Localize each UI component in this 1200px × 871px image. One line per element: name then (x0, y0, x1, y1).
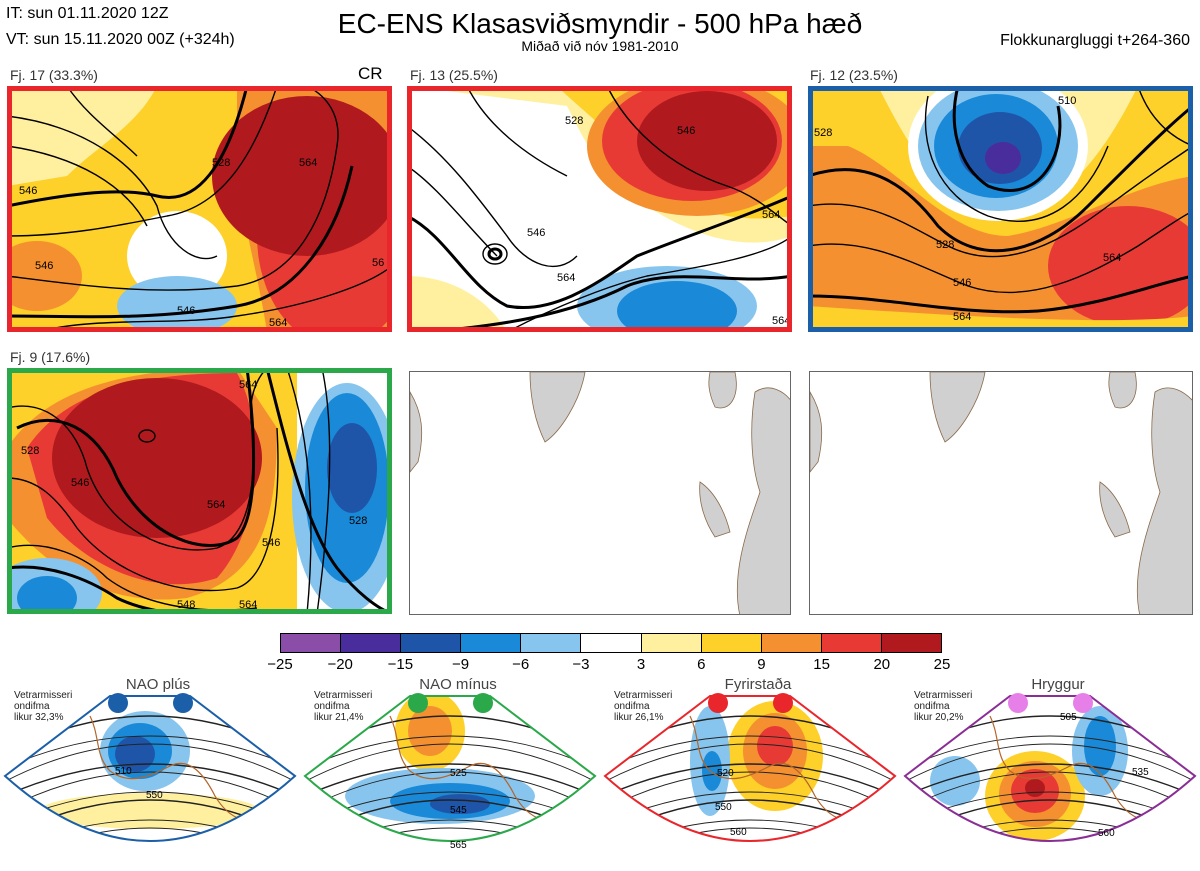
regime-marker (473, 693, 493, 713)
regime-panel: 505 535 560 Hryggur Vetrarmisseri ondifma li… (900, 676, 1200, 871)
cluster-tag-cr: CR (358, 64, 383, 83)
regime-contour-label: 510 (115, 766, 132, 777)
cluster-map-3: 510 528 528 546 564 564 (808, 86, 1193, 332)
page-subtitle: Miðað við nóv 1981-2010 (521, 38, 679, 54)
contour-label: 564 (239, 379, 257, 391)
regime-contour-label: 535 (1132, 767, 1149, 778)
contour-label: 564 (239, 599, 257, 611)
contour-label: 528 (349, 515, 367, 527)
contour-label: 528 (565, 115, 583, 127)
contour-label: 564 (299, 157, 317, 169)
regime-title: Hryggur (1031, 676, 1085, 693)
cluster-map-4: 528 546 564 546 528 564 548 564 (7, 368, 392, 614)
cluster-label-1: Fj. 17 (33.3%) (10, 67, 98, 83)
colorbar-tick-label: 25 (933, 656, 951, 673)
regime-contour-label: 520 (717, 768, 734, 779)
contour-label: 564 (269, 317, 287, 329)
regime-panel: 510 550 NAO plús Vetrarmisseri ondifma liku… (0, 676, 300, 871)
regime-contour-label: 545 (450, 805, 467, 816)
colorbar-tick-label: −3 (572, 656, 590, 673)
regime-title: NAO plús (125, 676, 191, 693)
regime-panel: 525 545 565 NAO mínus Vetrarmisseri ondifma … (300, 676, 600, 871)
cluster-label-2: Fj. 13 (25.5%) (410, 67, 498, 83)
colorbar-swatch (821, 634, 882, 652)
contour-label: 546 (177, 305, 195, 317)
regime-marker (408, 693, 428, 713)
regime-title: NAO mínus (419, 676, 497, 693)
regime-note: Vetrarmisseri ondifma likur 20,2% (914, 690, 973, 723)
contour-label: 564 (953, 311, 971, 323)
contour-label: 548 (177, 599, 195, 611)
cluster-map-1: 546 528 546 564 546 56 564 (7, 86, 392, 332)
colorbar-tick-label: −20 (327, 656, 353, 673)
page-title: EC-ENS Klasasviðsmyndir - 500 hPa hæð (337, 8, 863, 39)
regime-note: Vetrarmisseri ondifma likur 21,4% (314, 690, 373, 723)
contour-label: 510 (1058, 95, 1076, 107)
contour-label: 546 (71, 477, 89, 489)
colorbar-swatch (521, 634, 582, 652)
colorbar-tick-label: 3 (636, 656, 646, 673)
colorbar-tick-label: 6 (697, 656, 706, 673)
colorbar-tick-label: −6 (512, 656, 530, 673)
valid-time: VT: sun 15.11.2020 00Z (+324h) (6, 31, 235, 48)
colorbar-tick-label: −15 (387, 656, 414, 673)
contour-label: 564 (762, 209, 780, 221)
colorbar (280, 633, 942, 653)
empty-map-panel (409, 371, 791, 615)
contour-label: 564 (557, 272, 575, 284)
cluster-map-2: 528 546 546 564 564 564 (407, 86, 792, 332)
colorbar-swatch (701, 634, 762, 652)
regime-contour-label: 560 (1098, 828, 1115, 839)
regime-marker (173, 693, 193, 713)
regime-marker (1008, 693, 1028, 713)
regime-marker (773, 693, 793, 713)
colorbar-swatch (761, 634, 822, 652)
regime-contour-label: 565 (450, 840, 467, 851)
regime-marker (108, 693, 128, 713)
colorbar-swatch (641, 634, 702, 652)
contour-label: 546 (35, 260, 53, 272)
contour-label: 546 (527, 227, 545, 239)
colorbar-swatch (281, 634, 342, 652)
contour-label: 528 (814, 127, 832, 139)
contour-label: 546 (19, 185, 37, 197)
contour-label: 546 (262, 537, 280, 549)
colorbar-swatch (581, 634, 642, 652)
colorbar-tick-label: −9 (451, 656, 470, 673)
colorbar-tick-label: −25 (267, 656, 293, 673)
colorbar-swatch (341, 634, 402, 652)
regime-contour-label: 550 (146, 790, 163, 801)
contour-label: 528 (21, 445, 39, 457)
contour-label: 564 (207, 499, 225, 511)
regime-contour-label: 525 (450, 768, 467, 779)
empty-map-panel (809, 371, 1193, 615)
classification-window: Flokkunargluggi t+264-360 (1000, 32, 1190, 49)
regime-title: Fyrirstaða (724, 676, 792, 693)
contour-label: 546 (953, 277, 971, 289)
contour-label: 564 (1103, 252, 1121, 264)
contour-label: 528 (212, 157, 230, 169)
colorbar-swatch (461, 634, 522, 652)
cluster-label-3: Fj. 12 (23.5%) (810, 67, 898, 83)
regime-panel: 520 550 560 Fyrirstaða Vetrarmisseri ondifma… (600, 676, 900, 871)
regime-contour-label: 505 (1060, 712, 1077, 723)
contour-label: 546 (677, 125, 695, 137)
regime-note: Vetrarmisseri ondifma likur 32,3% (14, 690, 73, 723)
colorbar-swatch (401, 634, 462, 652)
colorbar-tick-label: 20 (873, 656, 891, 673)
init-time: IT: sun 01.11.2020 12Z (6, 5, 169, 22)
cluster-label-4: Fj. 9 (17.6%) (10, 349, 91, 365)
regime-marker (708, 693, 728, 713)
colorbar-swatch (881, 634, 942, 652)
regime-contour-label: 550 (715, 802, 732, 813)
colorbar-tick-label: 9 (757, 656, 766, 673)
colorbar-tick-label: 15 (813, 656, 830, 673)
contour-label: 528 (936, 239, 954, 251)
regime-marker (1073, 693, 1093, 713)
contour-label: 564 (772, 315, 790, 327)
regime-contour-label: 560 (730, 827, 747, 838)
regime-note: Vetrarmisseri ondifma likur 26,1% (614, 690, 673, 723)
contour-label: 56 (372, 257, 384, 269)
